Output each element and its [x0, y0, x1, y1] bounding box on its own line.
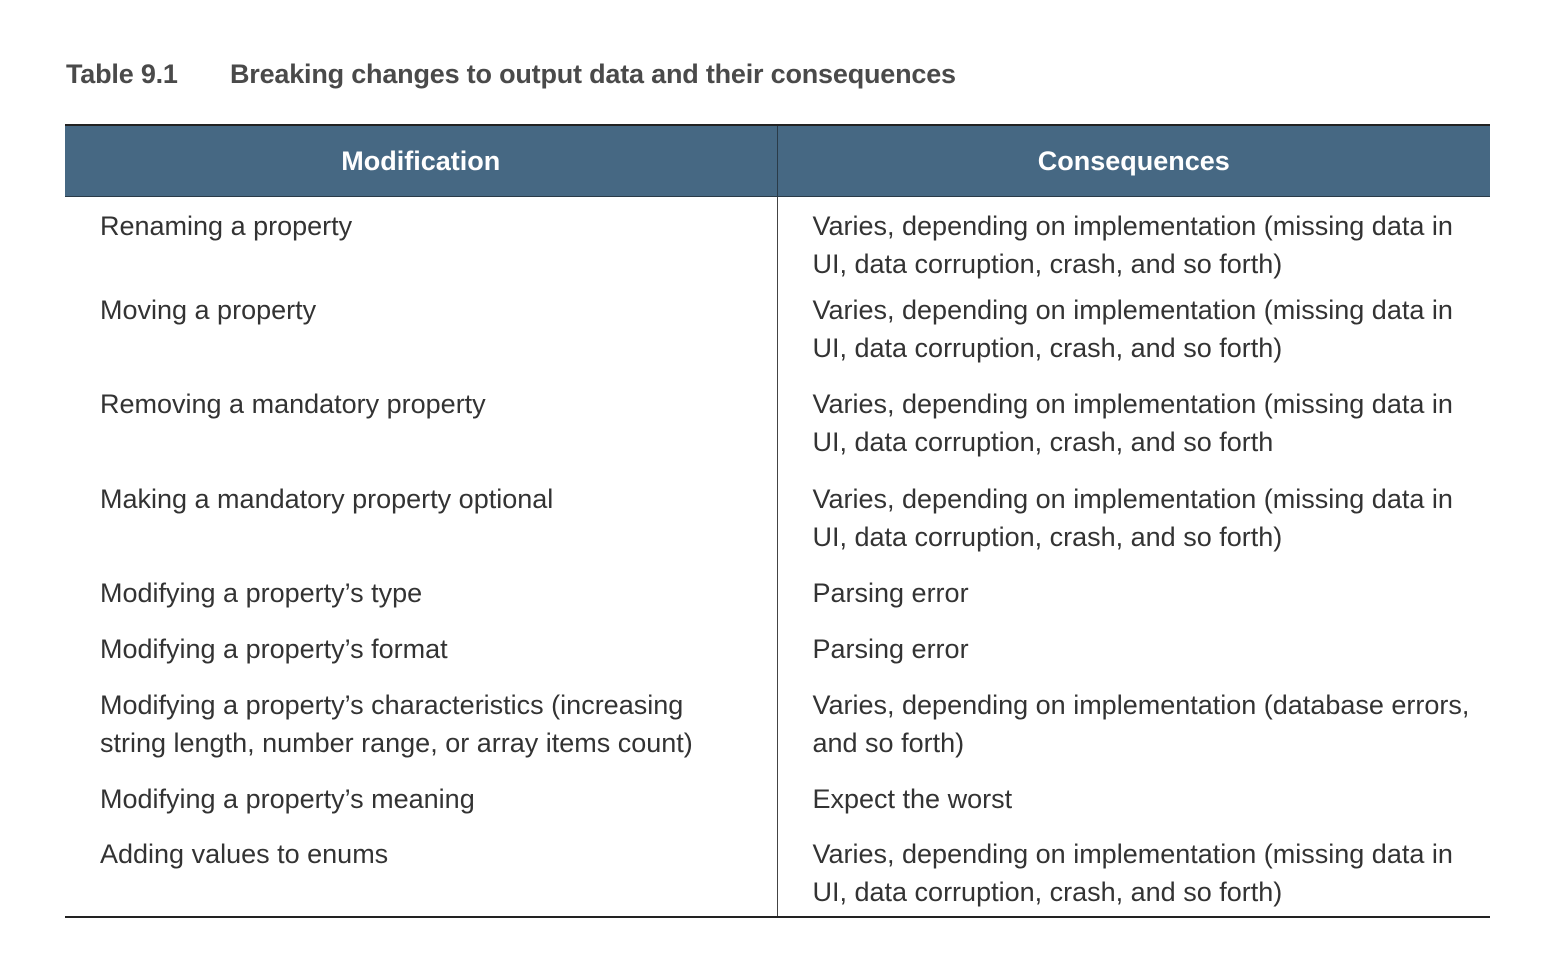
table-row: Making a mandatory property optional Var…	[65, 479, 1490, 574]
breaking-changes-table: Modification Consequences Renaming a pro…	[65, 124, 1490, 918]
modification-cell: Modifying a property’s format	[65, 629, 778, 686]
table-row: Removing a mandatory property Varies, de…	[65, 384, 1490, 480]
column-header-consequences: Consequences	[777, 124, 1490, 197]
modification-cell: Renaming a property	[65, 196, 778, 291]
consequence-cell: Varies, depending on implementation (mis…	[812, 483, 1453, 552]
table-caption: Table 9.1 Breaking changes to output dat…	[66, 54, 956, 94]
modification-cell: Modifying a property’s meaning	[65, 779, 778, 835]
modification-cell: Modifying a property’s characteristics (…	[65, 685, 778, 780]
table-row: Modifying a property’s format Parsing er…	[65, 629, 1490, 686]
consequence-cell: Parsing error	[812, 633, 969, 664]
table-row: Moving a property Varies, depending on i…	[65, 290, 1490, 385]
consequence-cell: Varies, depending on implementation (dat…	[812, 689, 1470, 758]
modification-cell: Modifying a property’s type	[65, 573, 778, 630]
consequence-cell: Varies, depending on implementation (mis…	[812, 294, 1453, 363]
table-row: Modifying a property’s characteristics (…	[65, 685, 1490, 780]
consequence-cell: Parsing error	[812, 577, 969, 608]
column-header-modification: Modification	[65, 124, 778, 197]
modification-cell: Removing a mandatory property	[65, 384, 778, 480]
consequence-cell: Expect the worst	[812, 783, 1013, 814]
consequence-cell: Varies, depending on implementation (mis…	[812, 838, 1453, 907]
modification-cell: Adding values to enums	[65, 834, 778, 917]
modification-cell: Making a mandatory property optional	[65, 479, 778, 574]
table-row: Renaming a property Varies, depending on…	[65, 196, 1490, 291]
table-row: Modifying a property’s type Parsing erro…	[65, 573, 1490, 630]
table-row: Adding values to enums Varies, depending…	[65, 834, 1490, 917]
header-row: Modification Consequences	[65, 124, 1490, 197]
table-number: Table 9.1	[66, 58, 178, 89]
table-row: Modifying a property’s meaning Expect th…	[65, 779, 1490, 835]
modification-cell: Moving a property	[65, 290, 778, 385]
table-title: Breaking changes to output data and thei…	[230, 58, 956, 89]
consequence-cell: Varies, depending on implementation (mis…	[812, 211, 1453, 279]
consequence-cell: Varies, depending on implementation (mis…	[812, 388, 1453, 457]
